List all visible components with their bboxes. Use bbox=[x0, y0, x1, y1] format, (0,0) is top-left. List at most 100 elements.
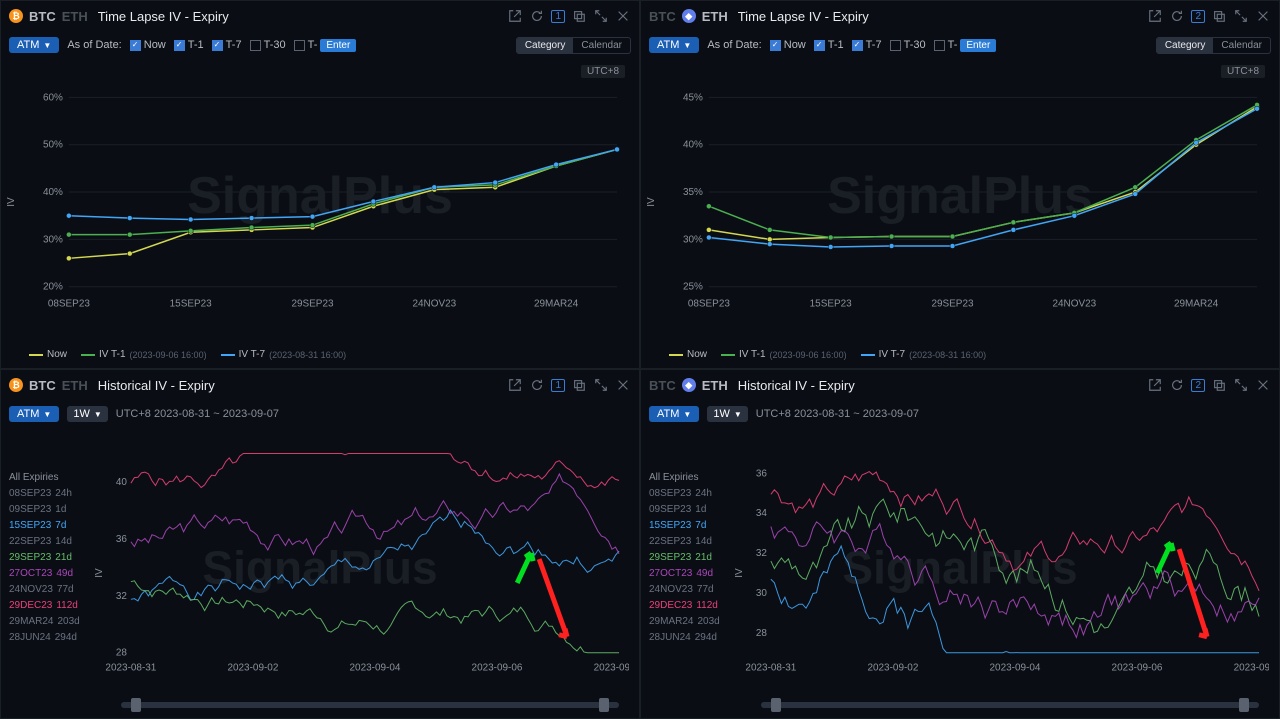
historical-chart: 283236402023-08-312023-09-022023-09-0420… bbox=[101, 432, 629, 714]
coin-eth-label[interactable]: ETH bbox=[62, 9, 88, 24]
refresh-icon[interactable] bbox=[1169, 8, 1185, 24]
refresh-icon[interactable] bbox=[529, 8, 545, 24]
coin-btc-label[interactable]: BTC bbox=[29, 378, 56, 393]
svg-text:2023-09-04: 2023-09-04 bbox=[350, 663, 401, 674]
expiry-row[interactable]: 09SEP231d bbox=[649, 502, 720, 518]
expiry-row[interactable]: 24NOV2377d bbox=[649, 582, 720, 598]
expiry-row[interactable]: 22SEP2314d bbox=[649, 534, 720, 550]
check-t7[interactable]: T-7 bbox=[212, 39, 242, 51]
expiry-row[interactable]: 15SEP237d bbox=[9, 518, 80, 534]
coin-btc-label[interactable]: BTC bbox=[29, 9, 56, 24]
popout-icon[interactable] bbox=[1147, 377, 1163, 393]
popout-icon[interactable] bbox=[507, 8, 523, 24]
svg-text:25%: 25% bbox=[683, 282, 703, 293]
badge-2[interactable]: 2 bbox=[1191, 10, 1205, 23]
close-icon[interactable] bbox=[1255, 8, 1271, 24]
toolbar: ATM▼ 1W▼ UTC+8 2023-08-31 ~ 2023-09-07 bbox=[1, 400, 639, 428]
check-now[interactable]: Now bbox=[770, 39, 806, 51]
check-t-custom[interactable]: T-Enter bbox=[934, 39, 997, 52]
expand-icon[interactable] bbox=[593, 377, 609, 393]
toolbar: ATM▼ As of Date: Now T-1 T-7 T-30 T-Ente… bbox=[641, 31, 1279, 59]
expiry-row[interactable]: 09SEP231d bbox=[9, 502, 80, 518]
popout-icon[interactable] bbox=[1147, 8, 1163, 24]
svg-text:40%: 40% bbox=[43, 187, 63, 198]
expiry-row[interactable]: 27OCT2349d bbox=[649, 566, 720, 582]
expiry-row[interactable]: 29DEC23112d bbox=[649, 598, 720, 614]
toggle-category[interactable]: Category bbox=[1157, 38, 1214, 53]
close-icon[interactable] bbox=[1255, 377, 1271, 393]
coin-eth-label[interactable]: ETH bbox=[702, 9, 728, 24]
svg-text:30%: 30% bbox=[683, 234, 703, 245]
atm-dropdown[interactable]: ATM▼ bbox=[9, 406, 59, 422]
check-t1[interactable]: T-1 bbox=[174, 39, 204, 51]
check-t-custom[interactable]: T-Enter bbox=[294, 39, 357, 52]
close-icon[interactable] bbox=[615, 377, 631, 393]
svg-text:2023-09-02: 2023-09-02 bbox=[867, 663, 918, 674]
svg-text:08SEP23: 08SEP23 bbox=[48, 299, 91, 310]
expiry-row[interactable]: 29MAR24203d bbox=[9, 614, 80, 630]
svg-text:2023-08-31: 2023-08-31 bbox=[105, 663, 156, 674]
atm-dropdown[interactable]: ATM▼ bbox=[649, 37, 699, 53]
expand-icon[interactable] bbox=[1233, 377, 1249, 393]
expiry-row[interactable]: 15SEP237d bbox=[649, 518, 720, 534]
expand-icon[interactable] bbox=[1233, 8, 1249, 24]
expiry-row[interactable]: 29SEP2321d bbox=[9, 550, 80, 566]
svg-text:2023-09-06: 2023-09-06 bbox=[1112, 663, 1163, 674]
check-t30[interactable]: T-30 bbox=[250, 39, 286, 51]
check-t7[interactable]: T-7 bbox=[852, 39, 882, 51]
chart-area: SignalPlus UTC+8 IV 20%30%40%50%60%08SEP… bbox=[1, 59, 639, 345]
badge-1[interactable]: 1 bbox=[551, 379, 565, 392]
expiry-row[interactable]: 29MAR24203d bbox=[649, 614, 720, 630]
expand-icon[interactable] bbox=[593, 8, 609, 24]
refresh-icon[interactable] bbox=[529, 377, 545, 393]
btc-icon: ₿ bbox=[9, 378, 23, 392]
popout-icon[interactable] bbox=[507, 377, 523, 393]
expiry-row[interactable]: 28JUN24294d bbox=[649, 630, 720, 646]
expiry-row[interactable]: 24NOV2377d bbox=[9, 582, 80, 598]
expiry-row[interactable]: 08SEP2324h bbox=[649, 486, 720, 502]
check-now[interactable]: Now bbox=[130, 39, 166, 51]
panel-title: Historical IV - Expiry bbox=[98, 378, 215, 393]
expiry-list: All Expiries08SEP2324h09SEP231d15SEP237d… bbox=[9, 470, 80, 646]
asof-label: As of Date: bbox=[67, 39, 121, 51]
range-dropdown[interactable]: 1W▼ bbox=[67, 406, 107, 422]
svg-text:29MAR24: 29MAR24 bbox=[1174, 299, 1219, 310]
copy-icon[interactable] bbox=[1211, 8, 1227, 24]
toggle-group: Category Calendar bbox=[516, 37, 631, 54]
expiry-row[interactable]: 29SEP2321d bbox=[649, 550, 720, 566]
coin-btc-label[interactable]: BTC bbox=[649, 378, 676, 393]
expiry-row[interactable]: 08SEP2324h bbox=[9, 486, 80, 502]
copy-icon[interactable] bbox=[571, 8, 587, 24]
refresh-icon[interactable] bbox=[1169, 377, 1185, 393]
badge-2[interactable]: 2 bbox=[1191, 379, 1205, 392]
svg-text:40%: 40% bbox=[683, 140, 703, 151]
range-dropdown[interactable]: 1W▼ bbox=[707, 406, 747, 422]
toggle-calendar[interactable]: Calendar bbox=[1213, 38, 1270, 53]
svg-text:15SEP23: 15SEP23 bbox=[170, 299, 213, 310]
coin-eth-label[interactable]: ETH bbox=[62, 378, 88, 393]
expiry-row[interactable]: 28JUN24294d bbox=[9, 630, 80, 646]
atm-dropdown[interactable]: ATM▼ bbox=[649, 406, 699, 422]
coin-btc-label[interactable]: BTC bbox=[649, 9, 676, 24]
coin-eth-label[interactable]: ETH bbox=[702, 378, 728, 393]
legend: Now IV T-1(2023-09-06 16:00) IV T-7(2023… bbox=[1, 345, 639, 368]
svg-text:60%: 60% bbox=[43, 92, 63, 103]
panel-btc-historical: ₿ BTC ETH Historical IV - Expiry 1 ATM▼ … bbox=[0, 369, 640, 719]
expiry-row[interactable]: 22SEP2314d bbox=[9, 534, 80, 550]
check-t1[interactable]: T-1 bbox=[814, 39, 844, 51]
expiry-row[interactable]: 29DEC23112d bbox=[9, 598, 80, 614]
atm-dropdown[interactable]: ATM▼ bbox=[9, 37, 59, 53]
close-icon[interactable] bbox=[615, 8, 631, 24]
toolbar: ATM▼ As of Date: Now T-1 T-7 T-30 T-Ente… bbox=[1, 31, 639, 59]
y-axis-label: IV bbox=[646, 197, 657, 206]
check-t30[interactable]: T-30 bbox=[890, 39, 926, 51]
svg-text:32: 32 bbox=[116, 591, 128, 602]
badge-1[interactable]: 1 bbox=[551, 10, 565, 23]
copy-icon[interactable] bbox=[571, 377, 587, 393]
expiry-row[interactable]: 27OCT2349d bbox=[9, 566, 80, 582]
toggle-category[interactable]: Category bbox=[517, 38, 574, 53]
date-range: UTC+8 2023-08-31 ~ 2023-09-07 bbox=[116, 408, 279, 420]
copy-icon[interactable] bbox=[1211, 377, 1227, 393]
svg-text:28: 28 bbox=[116, 648, 128, 659]
toggle-calendar[interactable]: Calendar bbox=[573, 38, 630, 53]
